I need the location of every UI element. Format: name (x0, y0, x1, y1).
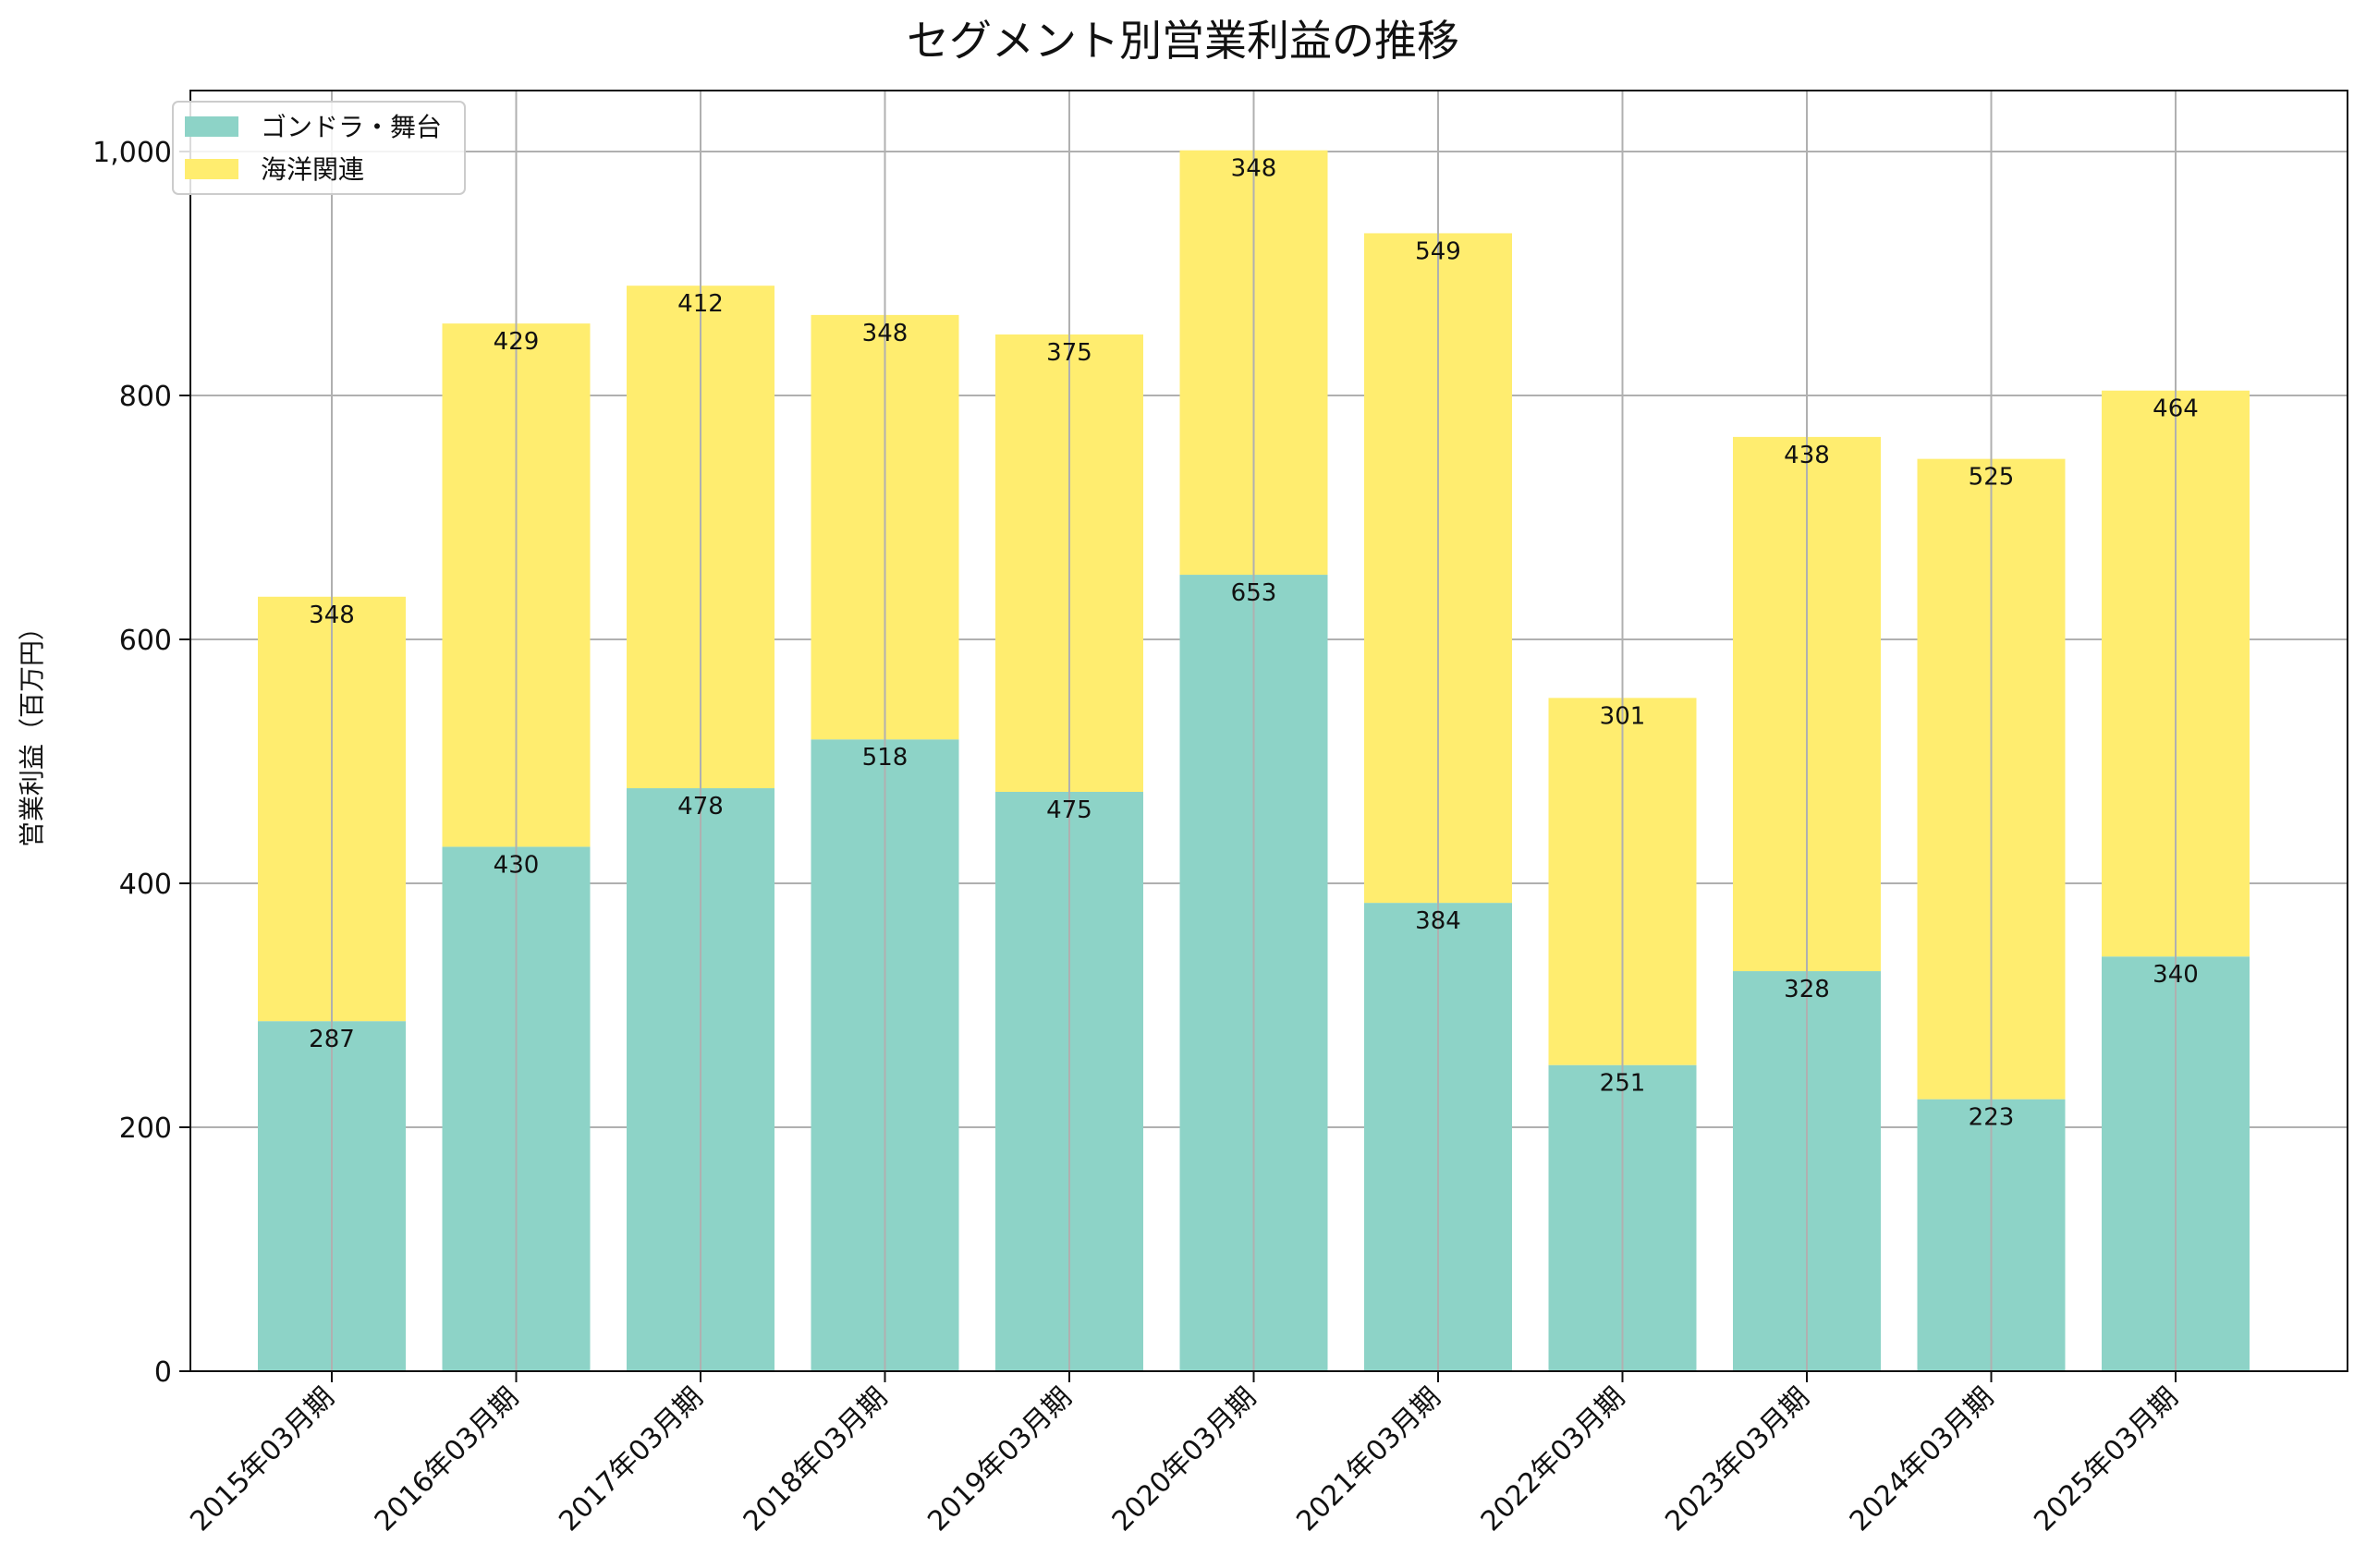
data-label: 653 (1231, 579, 1277, 607)
legend-box (172, 101, 466, 195)
y-tick-label: 800 (119, 381, 172, 413)
y-tick-label: 1,000 (92, 137, 172, 169)
y-tick-label: 400 (119, 869, 172, 901)
x-tick-label: 2015年03月期 (184, 1381, 340, 1538)
data-label: 518 (862, 744, 909, 772)
x-tick-label: 2023年03月期 (1659, 1381, 1815, 1538)
data-label: 251 (1600, 1070, 1646, 1098)
data-label: 438 (1784, 442, 1830, 469)
x-tick-label: 2024年03月期 (1844, 1381, 2000, 1538)
data-labels: 287 348 430 429 478 412 518 348 475 375 653 348 384 5… (309, 155, 2199, 1132)
chart-title: セグメント別営業利益の推移 (907, 16, 1459, 66)
y-tick-label: 200 (119, 1112, 172, 1145)
data-label: 328 (1784, 976, 1830, 1003)
data-label: 429 (494, 328, 540, 356)
x-tick-label: 2025年03月期 (2028, 1381, 2184, 1538)
data-label: 348 (862, 320, 909, 347)
data-label: 430 (494, 851, 540, 879)
y-tick-label: 600 (119, 625, 172, 657)
data-label: 525 (1969, 464, 2015, 492)
x-tick-label: 2020年03月期 (1106, 1381, 1262, 1538)
data-label: 478 (677, 793, 724, 820)
data-label: 475 (1046, 796, 1092, 824)
data-label: 549 (1415, 237, 1461, 265)
y-axis-label: 営業利益（百万円） (17, 614, 47, 847)
legend-entry: ゴンドラ・舞台 (261, 112, 442, 142)
legend-swatch (185, 159, 238, 179)
data-label: 348 (1231, 155, 1277, 183)
x-tick-label: 2016年03月期 (369, 1381, 525, 1538)
x-tick-label: 2022年03月期 (1475, 1381, 1631, 1538)
x-tick-label: 2021年03月期 (1290, 1381, 1446, 1538)
data-label: 464 (2153, 395, 2199, 423)
data-label: 375 (1046, 339, 1092, 367)
data-label: 412 (677, 290, 724, 318)
y-tick-label: 0 (154, 1356, 172, 1389)
x-tick-label: 2018年03月期 (738, 1381, 894, 1538)
x-tick-label: 2019年03月期 (921, 1381, 1078, 1538)
plot-frame (189, 90, 2348, 1372)
data-label: 287 (309, 1026, 355, 1053)
data-label: 301 (1600, 702, 1646, 730)
data-label: 384 (1415, 907, 1461, 935)
x-tick-label: 2017年03月期 (553, 1381, 709, 1538)
data-label: 340 (2153, 961, 2199, 989)
legend-entry: 海洋関連 (261, 154, 364, 185)
data-label: 348 (309, 602, 355, 629)
vertical-grid-lines (331, 91, 2177, 1371)
legend-swatch (185, 116, 238, 137)
data-label: 223 (1969, 1104, 2015, 1132)
